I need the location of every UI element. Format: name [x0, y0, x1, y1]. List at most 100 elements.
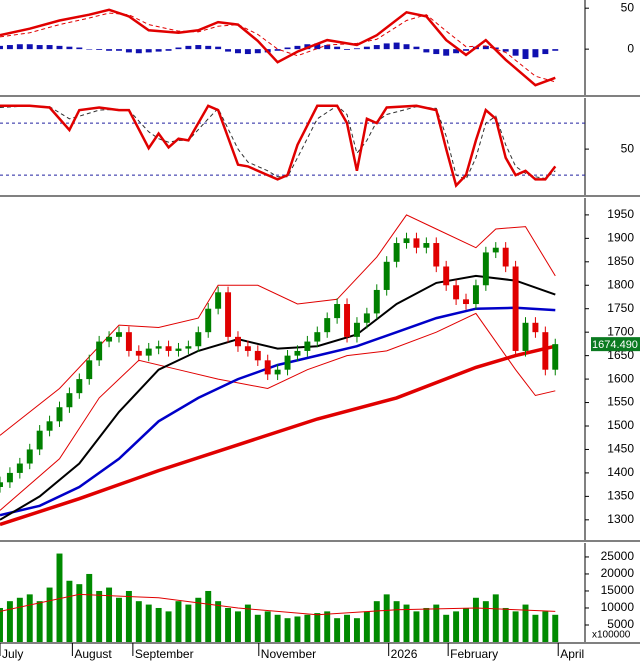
bar	[314, 43, 321, 50]
candle-body	[116, 332, 122, 337]
bar	[135, 49, 142, 54]
bar	[254, 49, 261, 54]
candle-body	[463, 299, 469, 305]
y-tick-label: 15000	[601, 583, 635, 597]
bar	[244, 49, 251, 55]
bar	[106, 587, 113, 642]
bar	[165, 49, 172, 51]
candle-body	[264, 360, 271, 375]
bar	[463, 607, 469, 642]
candle-body	[304, 341, 311, 351]
bar	[205, 590, 212, 642]
bar	[145, 604, 152, 642]
bar	[96, 590, 103, 642]
bar	[403, 604, 410, 642]
bar	[314, 613, 321, 642]
candle-body	[225, 292, 232, 337]
candle-body	[373, 289, 380, 314]
bar	[393, 42, 400, 50]
bar	[344, 614, 351, 642]
candle-body	[36, 430, 43, 450]
candle-body	[482, 252, 489, 286]
line	[0, 12, 556, 83]
bar	[244, 604, 251, 642]
bar	[195, 45, 202, 50]
line	[0, 105, 556, 181]
bar	[373, 601, 380, 642]
bar	[125, 49, 132, 53]
bar	[6, 601, 13, 642]
bar	[423, 49, 430, 53]
y-tick-label: 50	[621, 0, 635, 14]
bar	[155, 607, 162, 642]
bar	[284, 47, 291, 50]
bar	[135, 601, 142, 642]
bar	[205, 45, 212, 50]
bar	[6, 45, 13, 50]
candle-body	[363, 313, 370, 323]
bar	[284, 618, 291, 642]
candle-body	[46, 421, 53, 431]
bar	[86, 49, 93, 50]
bar	[542, 611, 549, 642]
bar	[443, 49, 450, 56]
candle-body	[324, 318, 331, 333]
candle-body	[443, 266, 450, 286]
bar	[502, 607, 509, 642]
bar	[472, 597, 479, 642]
bar	[125, 590, 132, 642]
bar	[66, 580, 73, 642]
candle-body	[155, 346, 162, 349]
x-tick-label: February	[450, 647, 498, 661]
bar	[344, 49, 351, 50]
candle-body	[145, 348, 152, 356]
bar	[353, 618, 360, 642]
bar	[522, 49, 529, 59]
candle-body	[502, 247, 509, 267]
candle-body	[106, 336, 113, 342]
y-tick-label: 1350	[607, 489, 634, 503]
candle-body	[135, 350, 142, 356]
candle-body	[334, 304, 341, 319]
candle-body	[552, 344, 559, 370]
bar	[423, 607, 430, 642]
bar	[26, 44, 33, 50]
bar	[383, 594, 390, 642]
bar	[433, 604, 440, 642]
candle-body	[56, 407, 63, 422]
bar	[324, 611, 331, 642]
bar	[433, 49, 440, 55]
bar	[116, 597, 122, 642]
line	[0, 214, 556, 436]
bar	[393, 601, 400, 642]
bar	[294, 45, 301, 50]
line	[0, 8, 556, 87]
last-price-label: 1674.490	[592, 339, 638, 351]
candle-body	[165, 346, 172, 351]
bar	[185, 604, 192, 642]
candle-body	[512, 266, 519, 351]
bar	[413, 46, 420, 50]
bar	[383, 43, 390, 50]
bar	[46, 587, 53, 642]
y-tick-label: 50	[621, 141, 635, 155]
bar	[324, 45, 331, 50]
y-tick-label: 5000	[607, 617, 634, 631]
y-tick-label: 1800	[607, 277, 634, 291]
bar	[443, 614, 450, 642]
candle-body	[125, 332, 132, 351]
bar	[373, 45, 380, 50]
candle-body	[96, 341, 103, 361]
candle-body	[215, 292, 222, 309]
bar	[215, 601, 222, 642]
y-tick-label: 1400	[607, 465, 634, 479]
y-tick-label: 10000	[601, 600, 635, 614]
candle-body	[205, 308, 212, 333]
bar	[353, 48, 360, 50]
candle-body	[472, 285, 479, 305]
y-tick-label: 1450	[607, 442, 634, 456]
bar	[512, 611, 519, 642]
candle-body	[66, 393, 73, 408]
y-tick-label: 25000	[601, 549, 635, 563]
